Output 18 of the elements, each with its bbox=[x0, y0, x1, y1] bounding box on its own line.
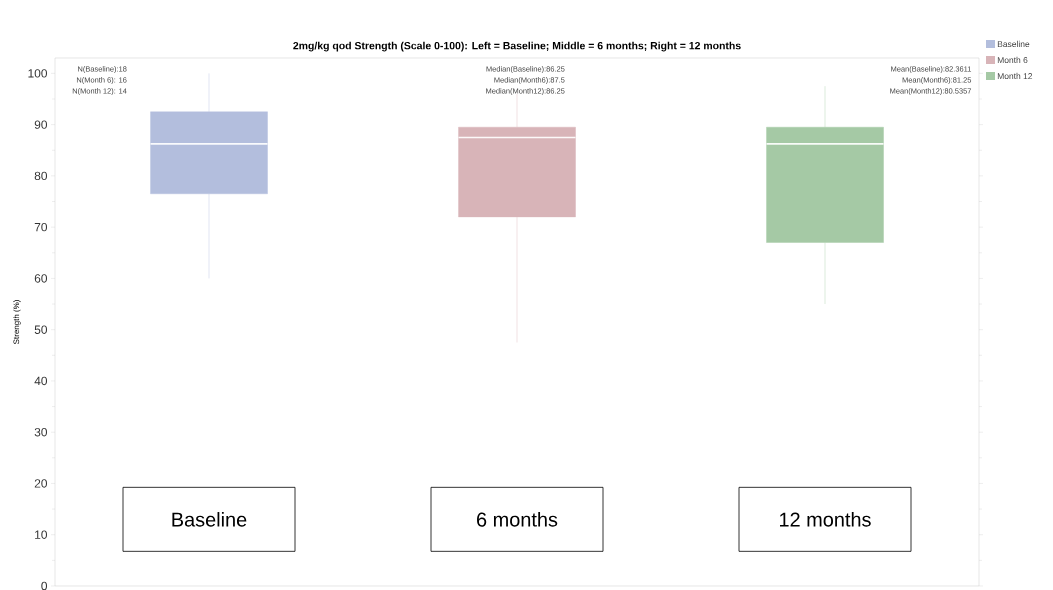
y-tick-label: 10 bbox=[35, 530, 48, 539]
legend-label: Baseline bbox=[997, 40, 1030, 48]
y-tick-label: 0 bbox=[41, 581, 48, 590]
y-tick-label: 70 bbox=[34, 222, 48, 232]
y-tick-label: 80 bbox=[34, 171, 48, 181]
y-tick-label: 90 bbox=[34, 120, 48, 129]
chart-title: 2mg/kg qod Strength (Scale 0-100): Left = Baseline; Middle = 6 months; Right = 12 months bbox=[293, 41, 741, 52]
y-tick-label: 60 bbox=[34, 274, 48, 283]
x-tick-label: 6 months bbox=[477, 512, 558, 527]
y-tick-label: 100 bbox=[28, 69, 48, 78]
y-tick-label: 50 bbox=[34, 325, 48, 334]
y-tick-label: 20 bbox=[34, 479, 48, 488]
legend-label: Month 12 bbox=[997, 72, 1033, 80]
legend-label: Month 6 bbox=[997, 56, 1028, 64]
x-tick-label: 12 months bbox=[780, 512, 871, 527]
y-tick-label: 30 bbox=[34, 427, 48, 437]
x-tick-label: Baseline bbox=[172, 512, 247, 527]
y-tick-label: 40 bbox=[34, 376, 48, 386]
